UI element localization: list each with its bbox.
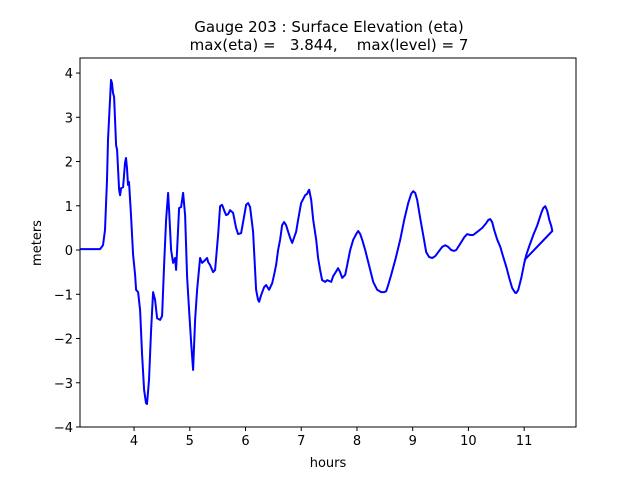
y-tick-label: −3 — [54, 377, 73, 392]
y-tick-label: −2 — [54, 333, 73, 348]
x-tick-label: 9 — [409, 434, 417, 449]
x-tick-label: 10 — [460, 434, 477, 449]
y-axis-label: meters — [30, 220, 45, 266]
x-tick-label: 8 — [353, 434, 361, 449]
x-tick-label: 7 — [297, 434, 305, 449]
series-line-eta — [80, 78, 554, 405]
y-tick-label: −4 — [54, 421, 73, 436]
y-tick-label: 3 — [65, 111, 73, 126]
x-axis-label: hours — [310, 456, 347, 471]
y-tick-label: 0 — [65, 244, 73, 259]
y-tick-label: 1 — [65, 200, 73, 215]
plot-area: 4 5 6 7 8 9 10 11 −4 −3 −2 −1 0 1 2 3 4 — [54, 57, 577, 449]
y-tick-label: 4 — [65, 67, 73, 82]
x-tick-label: 4 — [130, 434, 138, 449]
x-tick-label: 6 — [241, 434, 249, 449]
x-tick-label: 11 — [516, 434, 533, 449]
y-tick-label: 2 — [65, 156, 73, 171]
y-tick-label: −1 — [54, 288, 73, 303]
x-tick-label: 5 — [186, 434, 194, 449]
chart-subtitle: max(eta) = 3.844, max(level) = 7 — [190, 36, 469, 54]
chart-title: Gauge 203 : Surface Elevation (eta) — [194, 18, 463, 36]
axes-frame — [79, 57, 577, 428]
